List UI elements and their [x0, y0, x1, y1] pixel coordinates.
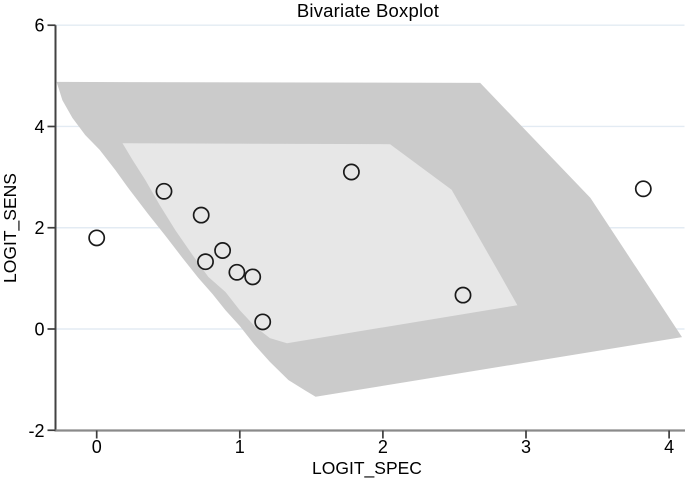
x-tick-label-4: 4	[664, 437, 674, 457]
data-point-8	[342, 163, 360, 181]
axes	[47, 24, 685, 439]
y-tick-label-2: 2	[34, 218, 44, 238]
data-point-0	[88, 229, 106, 247]
data-point-5	[228, 263, 246, 281]
y-tick-label-0: 0	[34, 320, 44, 340]
data-points	[88, 163, 652, 331]
y-tick-label-4: 4	[34, 117, 44, 137]
data-point-4	[214, 242, 232, 259]
y-tick-label-6: 6	[34, 16, 44, 36]
data-point-3	[197, 253, 214, 271]
data-point-1	[155, 182, 173, 200]
data-point-6	[244, 268, 262, 286]
data-point-7	[254, 313, 272, 331]
chart-title: Bivariate Boxplot	[297, 0, 439, 21]
data-point-9	[454, 286, 472, 304]
y-tick-label--2: -2	[28, 421, 44, 441]
x-axis-label: LOGIT_SPEC	[312, 458, 422, 479]
x-tick-label-3: 3	[521, 437, 531, 457]
x-tick-label-1: 1	[235, 437, 245, 457]
boxplot-regions	[56, 81, 683, 397]
y-axis-label: LOGIT_SENS	[0, 173, 21, 283]
data-point-2	[192, 206, 210, 224]
inner-bag-region	[122, 143, 518, 344]
x-tick-label-0: 0	[92, 437, 102, 457]
data-point-10	[634, 180, 652, 198]
x-tick-label-2: 2	[378, 437, 388, 457]
